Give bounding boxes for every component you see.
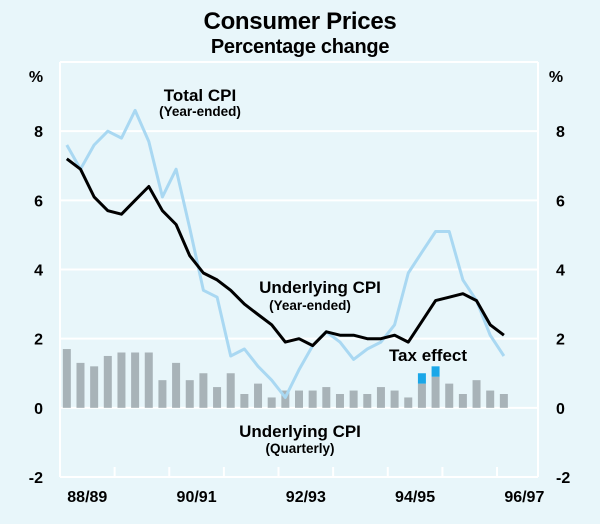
x-tick-label: 88/89 [67, 489, 107, 506]
bar-underlying-quarterly [103, 355, 112, 408]
y-tick-label-left: 2 [34, 332, 43, 349]
bar-underlying-quarterly [417, 383, 426, 408]
bar-underlying-quarterly [458, 394, 467, 408]
bar-underlying-quarterly [117, 352, 126, 408]
bar-tax-effect [431, 366, 440, 377]
bar-underlying-quarterly [431, 376, 440, 408]
bar-underlying-quarterly [486, 390, 495, 408]
chart-subtitle: Percentage change [210, 36, 390, 58]
line-underlying-year-ended [65, 157, 505, 348]
bar-underlying-quarterly [445, 383, 454, 408]
bar-underlying-quarterly [226, 373, 235, 408]
bar-underlying-quarterly [213, 387, 222, 408]
x-tick-label: 94/95 [395, 489, 435, 506]
bar-underlying-quarterly [90, 366, 99, 408]
bar-tax-effect [417, 373, 426, 384]
bar-underlying-quarterly [185, 380, 194, 408]
bar-underlying-quarterly [404, 397, 413, 408]
bar-underlying-quarterly [472, 380, 481, 408]
bar-underlying-quarterly [172, 362, 181, 408]
bars-group [62, 349, 508, 408]
bar-underlying-quarterly [390, 390, 399, 408]
y-tick-label-left: 6 [34, 193, 43, 210]
label-underlying-quarterly-sub: (Quarterly) [265, 441, 334, 456]
y-tick-label-left: 0 [34, 401, 43, 418]
y-tick-label-left: 8 [34, 124, 43, 141]
bar-underlying-quarterly [254, 383, 263, 408]
y-tick-label-right: 4 [556, 263, 565, 280]
bar-underlying-quarterly [281, 390, 290, 408]
label-underlying-quarterly: Underlying CPI [239, 422, 361, 441]
x-tick-label: 96/97 [504, 489, 544, 506]
bar-underlying-quarterly [295, 390, 303, 408]
y-axis-unit-left: % [29, 69, 43, 86]
label-underlying-year: Underlying CPI [259, 278, 381, 297]
lines-group [65, 108, 506, 399]
bar-underlying-quarterly [499, 394, 508, 408]
x-tick-label: 92/93 [286, 489, 326, 506]
y-tick-label-right: -2 [556, 470, 570, 487]
y-tick-labels: -2 -2 0 0 2 2 4 4 6 6 8 8 [29, 124, 571, 487]
bar-underlying-quarterly [308, 390, 317, 408]
bar-underlying-quarterly [240, 394, 249, 408]
line-total-cpi [65, 108, 506, 399]
bar-underlying-quarterly [131, 352, 140, 408]
bar-underlying-quarterly [76, 362, 85, 408]
y-tick-label-right: 2 [556, 332, 565, 349]
bar-underlying-quarterly [335, 394, 344, 408]
bar-underlying-quarterly [267, 397, 276, 408]
x-tick-label: 90/91 [177, 489, 217, 506]
bar-underlying-quarterly [349, 390, 358, 408]
bar-underlying-quarterly [158, 380, 167, 408]
bar-underlying-quarterly [62, 349, 71, 408]
label-total-cpi-sub: (Year-ended) [159, 104, 241, 119]
bar-underlying-quarterly [322, 387, 331, 408]
plot-frame [59, 61, 539, 478]
label-underlying-year-sub: (Year-ended) [269, 298, 351, 313]
label-tax-effect: Tax effect [389, 346, 467, 365]
y-axis-unit-right: % [549, 69, 563, 86]
y-tick-label-right: 8 [556, 124, 565, 141]
y-tick-label-left: -2 [29, 470, 43, 487]
bar-underlying-quarterly [363, 394, 372, 408]
y-tick-label-right: 0 [556, 401, 565, 418]
x-tick-labels: 88/89 90/91 92/93 94/95 96/97 [67, 489, 544, 506]
chart-title: Consumer Prices [203, 8, 397, 35]
y-tick-label-left: 4 [34, 263, 43, 280]
label-total-cpi: Total CPI [164, 86, 236, 105]
y-tick-label-right: 6 [556, 193, 565, 210]
bar-underlying-quarterly [376, 387, 385, 408]
bar-underlying-quarterly [199, 373, 208, 408]
bar-underlying-quarterly [144, 352, 153, 408]
